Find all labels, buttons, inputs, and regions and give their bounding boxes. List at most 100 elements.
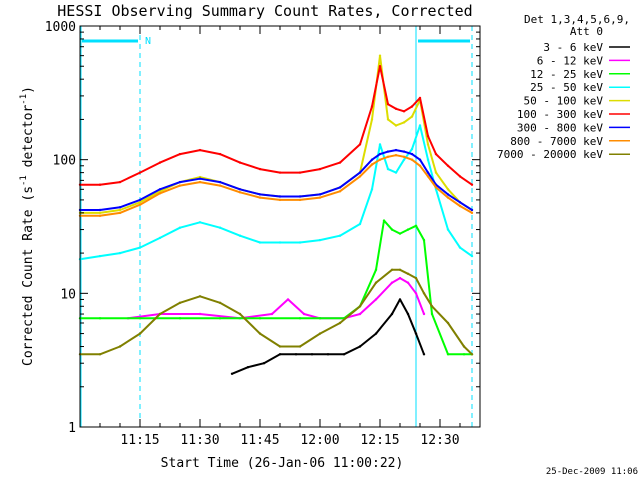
series-7-point [198,180,202,184]
series-1-point [422,312,426,316]
series-line-0 [231,298,425,375]
series-line-6 [80,149,473,211]
series-5-point [218,152,222,156]
x-tick-label: 11:30 [180,433,219,448]
series-8-point [258,332,262,335]
series-1-point [414,292,418,295]
series-5-point [446,164,450,167]
series-8-point [98,353,102,356]
series-1-point [302,312,306,316]
series-5-point [238,161,242,164]
series-4-point [378,54,382,57]
series-5-point [370,105,374,108]
series-lines [78,54,474,375]
series-8-point [118,345,122,348]
series-3-point [278,241,282,244]
series-6-point [418,158,422,161]
series-5-point [378,65,382,68]
series-8-point [358,305,362,308]
series-3-point [158,236,162,240]
series-5-point [198,148,202,152]
series-line-7 [80,154,473,217]
x-tick-label: 12:30 [420,433,459,448]
series-7-point [278,198,282,202]
series-7-point [434,186,438,189]
series-8-point [470,353,474,356]
series-line-5 [80,65,473,186]
series-2-point [178,317,182,320]
series-line-4 [80,54,473,214]
series-2-point [422,238,426,242]
series-6-point [138,198,142,202]
series-7-point [394,154,398,157]
series-7-point [158,192,162,195]
series-6-point [426,171,430,174]
x-tick-label: 11:15 [120,433,159,448]
series-4-point [386,118,390,121]
legend-label-7: 800 - 7000 keV [510,135,603,148]
series-2-point [374,268,378,271]
series-8-point [198,295,202,298]
series-7-point [138,203,142,206]
series-7-point [338,190,342,193]
series-7-point [410,158,414,161]
series-6-point [298,195,302,198]
x-axis-label: Start Time (26-Jan-06 11:00:22) [161,456,404,471]
series-7-point [470,211,474,215]
series-4-point [410,115,414,118]
series-4-point [118,208,122,212]
series-6-point [470,208,474,212]
series-0-point [390,312,394,316]
series-8-point [430,305,434,308]
series-8-point [178,301,182,304]
y-tick-label: 100 [53,154,76,169]
series-2-point [398,232,402,235]
legend-header-1: Det 1,3,4,5,6,9, [524,13,630,26]
series-1-point [270,312,274,316]
series-5-point [470,183,474,186]
legend-label-6: 300 - 800 keV [517,121,603,134]
series-0-point [294,353,298,356]
series-3-point [198,221,202,224]
series-6-point [218,180,222,184]
series-3-point [258,241,262,244]
series-5-point [118,180,122,184]
series-1-point [390,281,394,284]
series-1-point [358,312,362,316]
y-tick-label: 10 [60,287,76,302]
legend-label-1: 6 - 12 keV [537,54,604,67]
series-4-point [394,124,398,127]
series-1-point [398,276,402,280]
y-axis-label: Corrected Count Rate (s-1 detector-1) [19,86,36,366]
series-8-point [462,345,466,348]
series-0-point [262,362,266,365]
series-2-point [446,353,450,356]
series-3-point [410,147,414,151]
series-4-point [98,211,102,215]
generation-timestamp: 25-Dec-2009 11:06 [546,467,638,477]
legend-label-4: 50 - 100 keV [524,95,604,108]
series-5-point [258,167,262,171]
series-6-point [158,188,162,191]
series-5-point [410,105,414,108]
series-2-point [430,312,434,316]
y-axis-label-superscript-2: -1 [19,94,29,105]
legend-label-2: 12 - 25 keV [530,68,603,81]
legend-label-3: 25 - 50 keV [530,81,603,94]
series-2-point [390,228,394,231]
series-5-point [178,152,182,156]
series-2-point [414,224,418,227]
series-1-point [406,281,410,284]
series-6-point [358,171,362,174]
x-tick-label: 11:45 [240,433,279,448]
series-3-point [426,158,430,161]
legend-label-5: 100 - 300 keV [517,108,603,121]
series-7-point [178,184,182,187]
y-axis-label-part-2: detector [21,105,36,176]
x-tick-label: 12:15 [360,433,399,448]
legend-label-8: 7000 - 20000 keV [497,148,603,161]
series-6-point [394,148,398,152]
series-2-point [462,353,466,356]
series-6-point [258,193,262,196]
